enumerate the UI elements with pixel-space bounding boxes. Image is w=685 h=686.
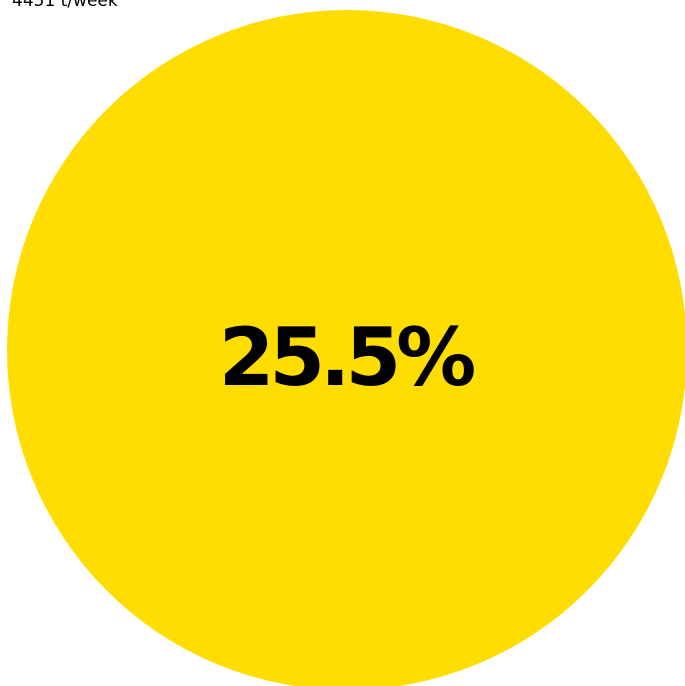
pie-circle <box>7 10 685 686</box>
chart-top-label: 4451 t/week <box>12 0 118 11</box>
chart-center-value: 25.5% <box>219 311 474 404</box>
